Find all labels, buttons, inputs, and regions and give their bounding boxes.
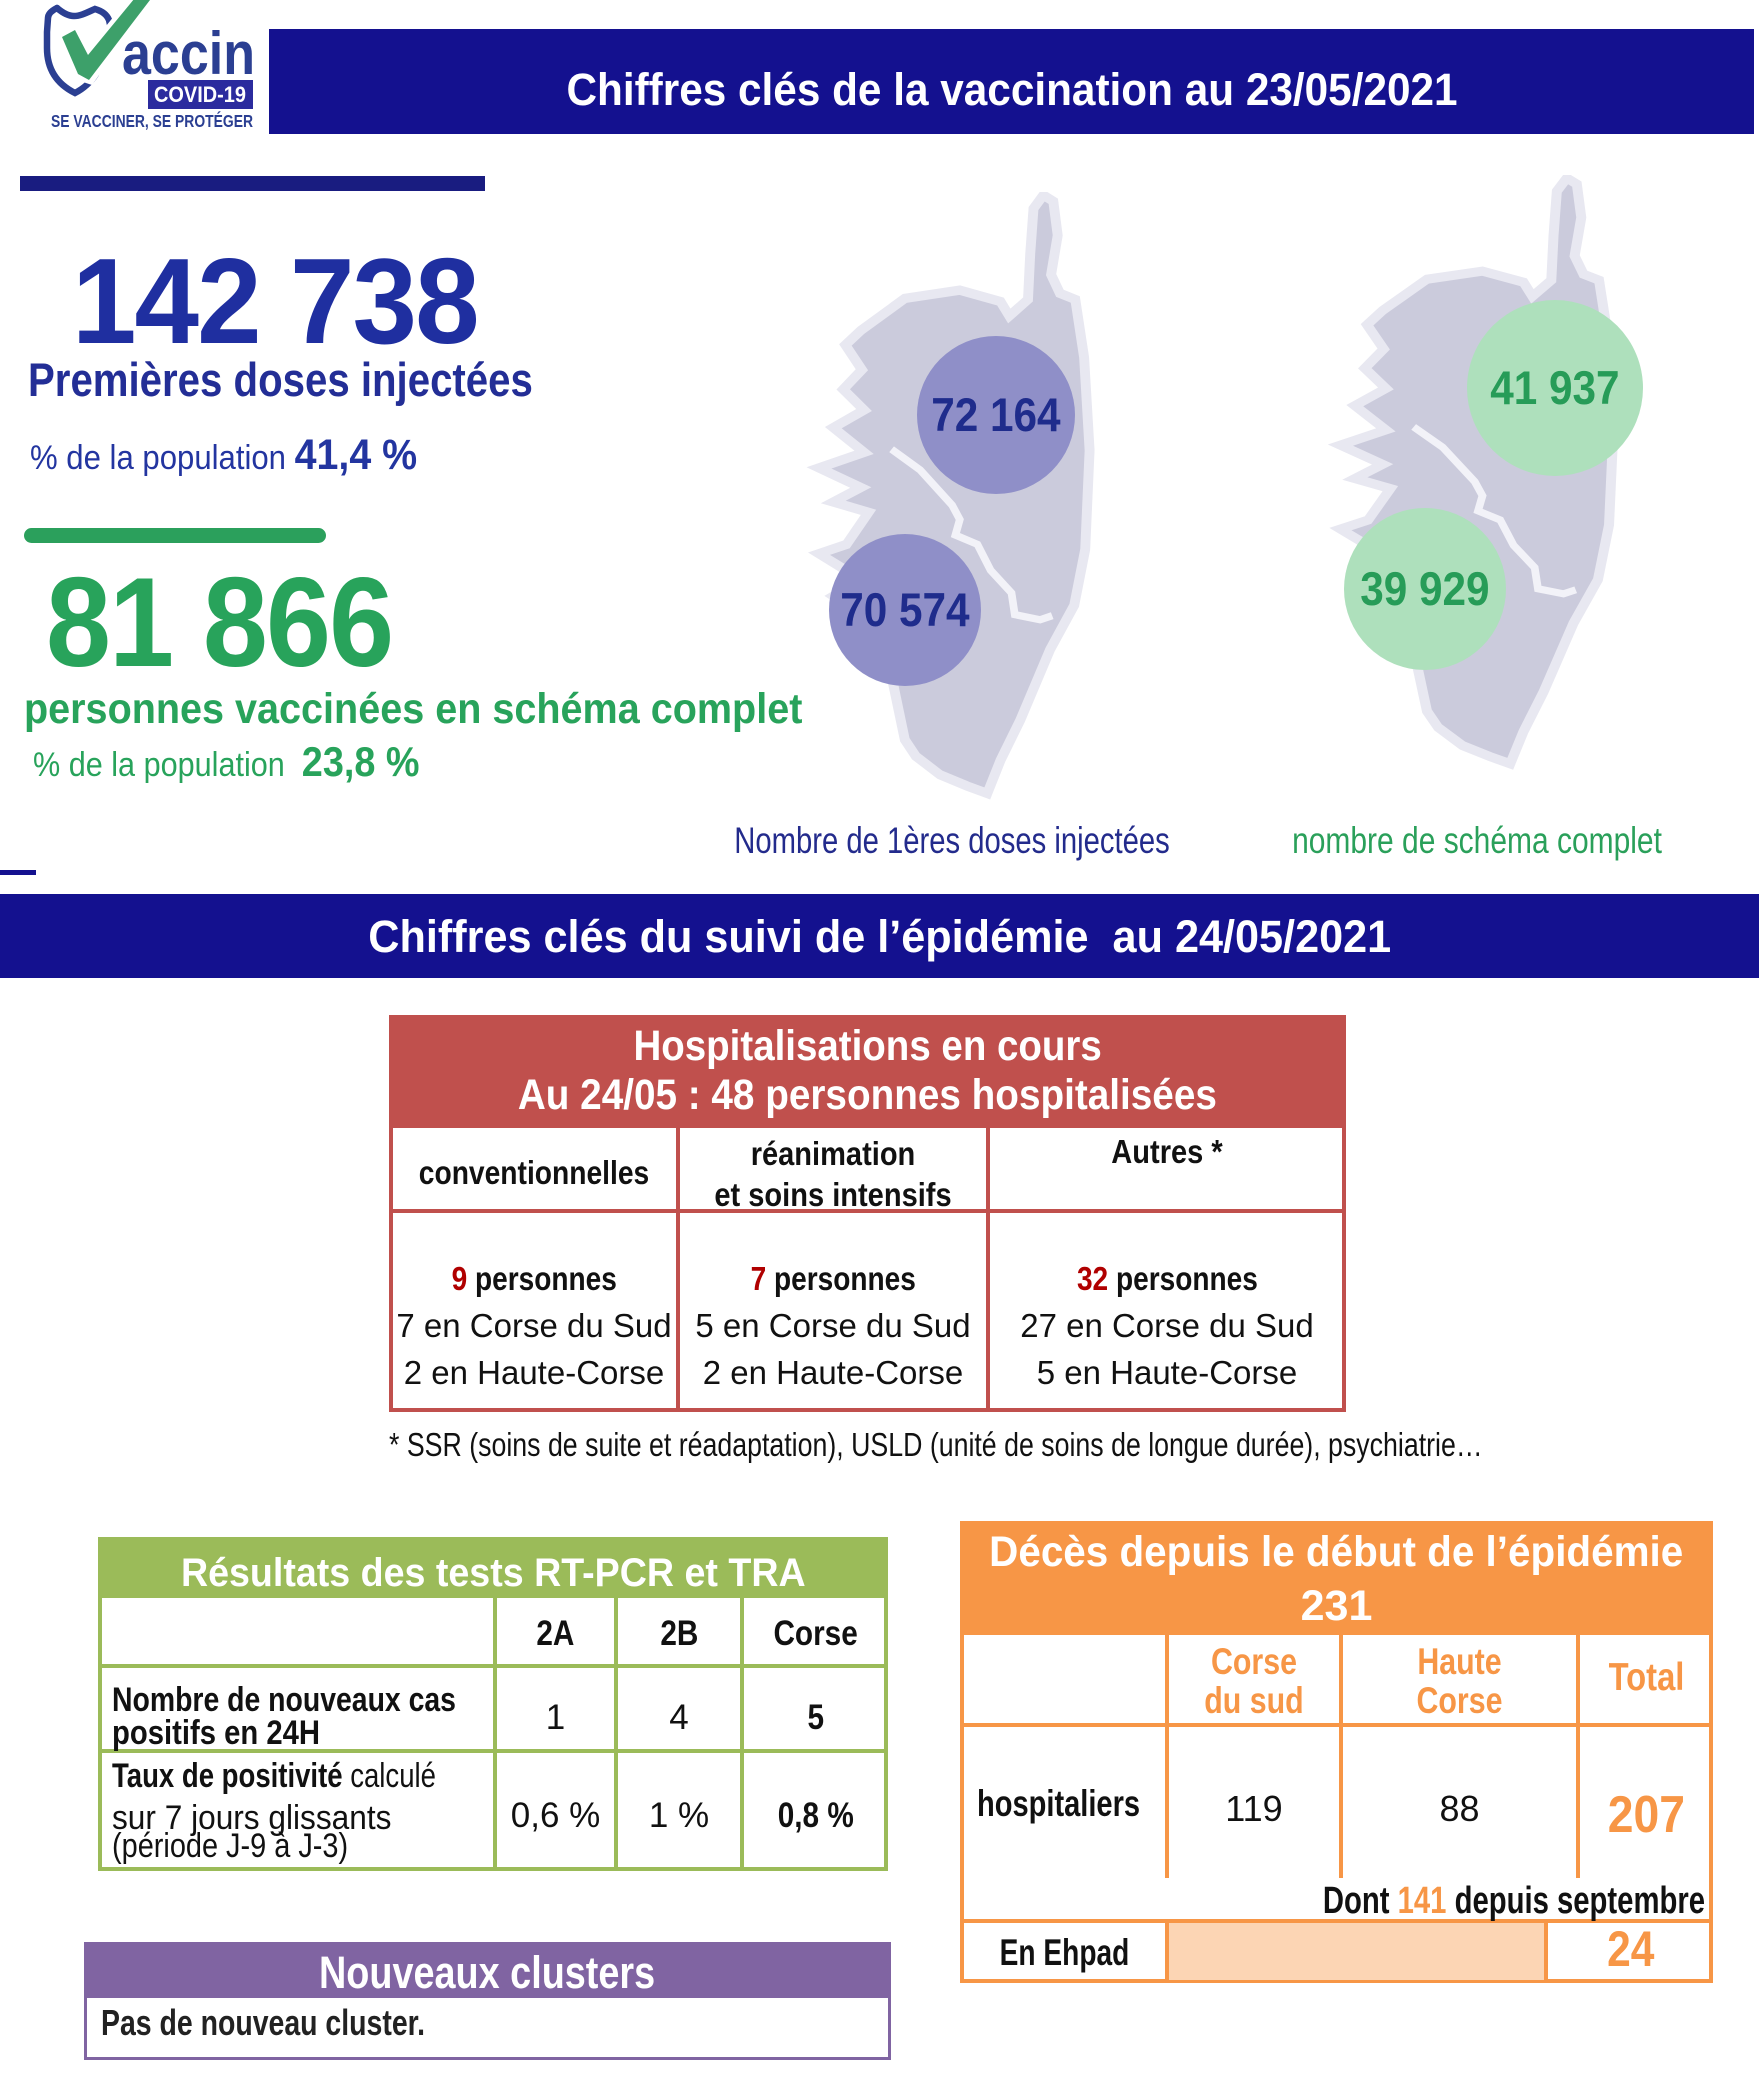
svg-text:accin: accin xyxy=(122,20,255,87)
svg-text:COVID-19: COVID-19 xyxy=(154,82,246,107)
svg-text:SE VACCINER, SE PROTÉGER: SE VACCINER, SE PROTÉGER xyxy=(51,110,253,131)
